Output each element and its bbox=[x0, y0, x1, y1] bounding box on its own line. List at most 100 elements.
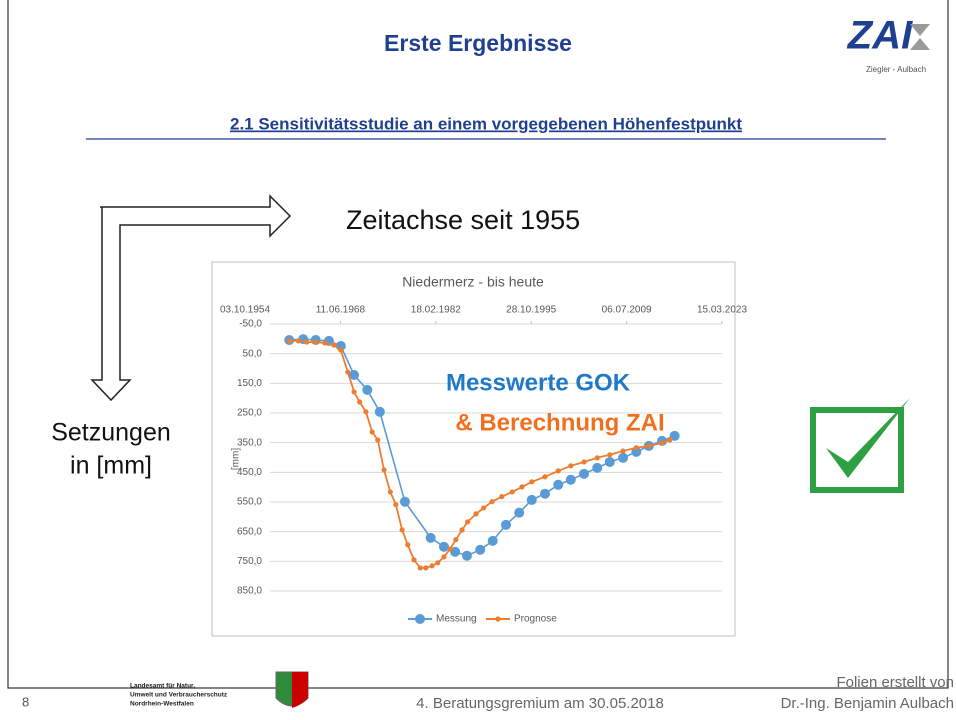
legend-label: Messung bbox=[436, 614, 477, 625]
series-marker bbox=[399, 527, 405, 533]
series-marker bbox=[499, 494, 505, 500]
series-marker bbox=[555, 468, 561, 474]
series-marker bbox=[514, 507, 525, 518]
series-marker bbox=[620, 448, 626, 454]
agency-text: Nordrhein-Westfalen bbox=[130, 701, 194, 708]
series-marker bbox=[313, 339, 319, 345]
series-marker bbox=[461, 550, 472, 561]
y-tick-label: -50,0 bbox=[239, 319, 262, 330]
series-marker bbox=[553, 479, 564, 490]
series-marker bbox=[659, 440, 665, 446]
x-tick-label: 03.10.1954 bbox=[220, 305, 270, 316]
series-marker bbox=[369, 429, 375, 435]
y-tick-label: 850,0 bbox=[237, 586, 262, 597]
series-marker bbox=[338, 347, 344, 353]
credit-text: Folien erstellt von bbox=[836, 674, 954, 691]
series-marker bbox=[529, 479, 535, 485]
series-marker bbox=[381, 467, 387, 473]
series-marker bbox=[453, 537, 459, 543]
series-marker bbox=[459, 527, 465, 533]
series-marker bbox=[509, 489, 515, 495]
y-tick-label: 450,0 bbox=[237, 467, 262, 478]
agency-emblem bbox=[275, 671, 309, 708]
time-axis-label: Zeitachse seit 1955 bbox=[346, 205, 580, 235]
series-marker bbox=[345, 369, 351, 375]
series-marker bbox=[667, 437, 673, 443]
series-marker bbox=[425, 532, 436, 543]
series-marker bbox=[363, 409, 369, 415]
series-marker bbox=[604, 456, 615, 467]
series-marker bbox=[481, 505, 487, 511]
series-marker bbox=[441, 554, 447, 560]
series-line bbox=[289, 340, 671, 569]
series-marker bbox=[519, 484, 525, 490]
series-marker bbox=[607, 452, 613, 458]
series-marker bbox=[542, 474, 548, 480]
series-marker bbox=[411, 557, 417, 563]
series-marker bbox=[438, 541, 449, 552]
agency-text: Umwelt und Verbraucherschutz bbox=[130, 692, 228, 699]
series-marker bbox=[304, 339, 310, 345]
series-marker bbox=[435, 560, 441, 566]
settlement-label: in [mm] bbox=[70, 452, 152, 480]
arrows bbox=[90, 194, 292, 402]
overlay-text: & Berechnung ZAI bbox=[455, 409, 664, 436]
legend-marker bbox=[495, 616, 501, 622]
logo-triangle bbox=[910, 38, 930, 50]
y-tick-label: 150,0 bbox=[237, 378, 262, 389]
y-tick-label: 250,0 bbox=[237, 408, 262, 419]
chart: Niedermerz - bis heute [mm] -50,0 50,0 150… bbox=[211, 261, 747, 637]
series-marker bbox=[375, 437, 381, 443]
y-tick-label: 350,0 bbox=[237, 437, 262, 448]
check-icon bbox=[810, 398, 910, 493]
chart-title: Niedermerz - bis heute bbox=[402, 274, 544, 290]
series-marker bbox=[669, 430, 680, 441]
page-number: 8 bbox=[22, 694, 29, 709]
series-marker bbox=[429, 563, 435, 569]
series-marker bbox=[581, 459, 587, 465]
series-marker bbox=[423, 565, 429, 571]
series-marker bbox=[351, 389, 357, 395]
series-marker bbox=[526, 494, 537, 505]
series-marker bbox=[475, 544, 486, 555]
y-tick-label: 550,0 bbox=[237, 497, 262, 508]
y-tick-label: 650,0 bbox=[237, 526, 262, 537]
x-tick-label: 18.02.1982 bbox=[411, 305, 461, 316]
series-marker bbox=[331, 342, 337, 348]
logo-triangle bbox=[910, 24, 930, 36]
series-marker bbox=[646, 443, 652, 449]
slide-frame bbox=[7, 0, 949, 689]
overlay-text: Messwerte GOK bbox=[446, 369, 631, 396]
series-marker bbox=[568, 463, 574, 469]
series-marker bbox=[500, 519, 511, 530]
y-tick-label: 750,0 bbox=[237, 556, 262, 567]
series-marker bbox=[417, 565, 423, 571]
settlement-label: Setzungen bbox=[51, 419, 171, 447]
series-marker bbox=[405, 542, 411, 548]
series-marker bbox=[592, 462, 603, 473]
logo: ZAI Ziegler - Aulbach bbox=[847, 14, 930, 74]
logo-subtitle: Ziegler - Aulbach bbox=[866, 65, 926, 74]
legend-marker bbox=[415, 614, 425, 624]
series-marker bbox=[447, 546, 453, 552]
series-marker bbox=[349, 370, 360, 381]
series-marker bbox=[539, 488, 550, 499]
meeting-text: 4. Beratungsgremium am 30.05.2018 bbox=[416, 695, 664, 712]
series-marker bbox=[295, 338, 301, 344]
emblem-part bbox=[292, 672, 308, 708]
series-marker bbox=[286, 338, 292, 344]
series-marker bbox=[473, 511, 479, 517]
x-tick-label: 28.10.1995 bbox=[506, 305, 556, 316]
series-marker bbox=[387, 489, 393, 495]
series-marker bbox=[565, 474, 576, 485]
series-marker bbox=[357, 399, 363, 405]
x-tick-label: 11.06.1968 bbox=[316, 305, 366, 316]
series-marker bbox=[322, 340, 328, 346]
series-marker bbox=[594, 455, 600, 461]
x-tick-label: 06.07.2009 bbox=[602, 305, 652, 316]
series-marker bbox=[579, 468, 590, 479]
x-tick-label: 15.03.2023 bbox=[697, 305, 747, 316]
legend-label: Prognose bbox=[514, 614, 557, 625]
series-marker bbox=[393, 502, 399, 508]
